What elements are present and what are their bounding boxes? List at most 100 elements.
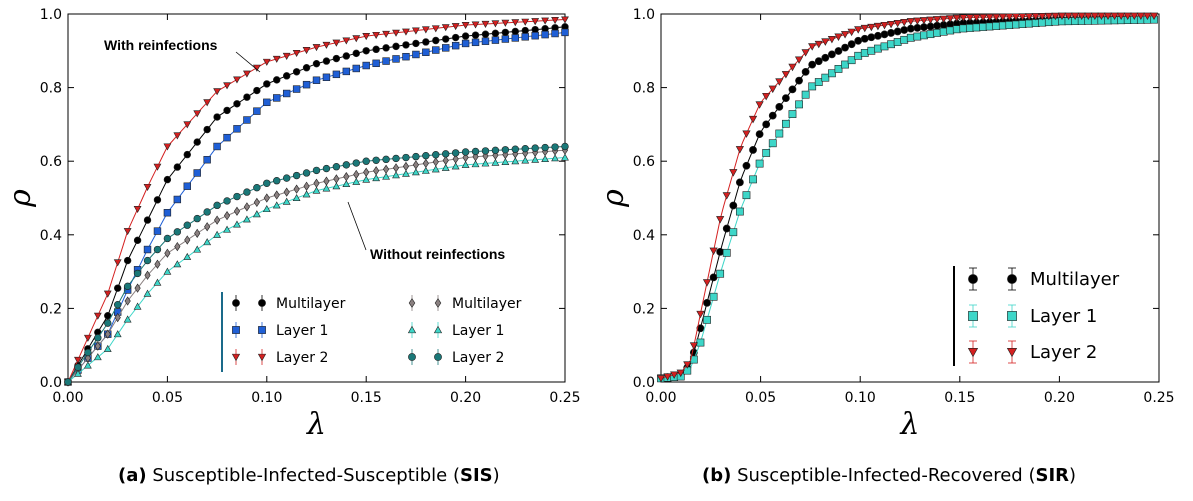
data-point [874, 44, 882, 53]
legend-label: Layer 2 [1030, 342, 1097, 363]
data-point [421, 166, 430, 174]
data-point [322, 57, 331, 65]
data-point [471, 38, 480, 47]
data-point [1031, 19, 1040, 28]
data-point [143, 289, 152, 297]
caption-abbr: SIS [460, 465, 493, 486]
data-point [243, 188, 251, 196]
data-point [696, 338, 705, 347]
data-point [531, 155, 540, 163]
data-point [263, 193, 270, 203]
data-point [252, 64, 261, 72]
data-point [561, 16, 569, 24]
data-point [1123, 12, 1132, 21]
data-point [432, 151, 440, 159]
data-point [402, 41, 410, 49]
data-point [431, 165, 440, 173]
data-point [762, 92, 771, 101]
data-point [223, 211, 231, 221]
data-point [451, 162, 460, 170]
data-point [521, 156, 530, 164]
data-point [203, 99, 212, 107]
data-point [243, 93, 251, 101]
data-point [755, 101, 764, 109]
data-point [551, 154, 559, 162]
data-point [676, 369, 685, 378]
data-point [253, 183, 261, 192]
y-tick-label: 0.8 [40, 81, 62, 97]
data-point [392, 171, 400, 179]
data-point [133, 236, 142, 245]
data-point [1044, 12, 1053, 21]
data-point [900, 19, 909, 27]
data-point [481, 159, 490, 167]
annotation-pointer [347, 201, 367, 251]
y-tick-label: 0.6 [633, 154, 655, 170]
data-point [920, 31, 928, 40]
x-tick-label: 0.15 [944, 390, 975, 406]
data-point [709, 292, 718, 301]
data-point [729, 169, 738, 177]
x-tick-label: 0.00 [645, 390, 676, 406]
data-point [243, 215, 251, 223]
data-point [352, 35, 361, 43]
data-point [521, 26, 529, 35]
data-point [521, 18, 530, 26]
x-tick-label: 0.00 [52, 390, 83, 406]
data-point [94, 334, 102, 342]
data-point [481, 147, 490, 155]
data-point [402, 161, 410, 171]
data-point [432, 36, 440, 45]
data-point [352, 64, 360, 73]
data-point [461, 39, 470, 48]
data-point [203, 208, 211, 216]
caption-sir: (b) Susceptible-Infected-Recovered (SIR) [702, 465, 1076, 486]
data-point [1090, 12, 1099, 21]
data-point [722, 248, 731, 257]
data-point [113, 330, 122, 338]
data-point [491, 146, 500, 155]
data-point [252, 210, 261, 218]
legend-marker [232, 299, 240, 307]
data-point [292, 68, 301, 76]
data-point [491, 20, 500, 28]
data-point [1025, 13, 1034, 21]
data-point [561, 28, 569, 37]
data-point [203, 238, 212, 246]
series-3 [656, 12, 1159, 383]
data-point [788, 85, 797, 94]
series-1 [64, 23, 569, 386]
data-point [1071, 12, 1080, 21]
chart-panel-sis: 0.00 0.05 0.10 0.15 0.20 0.25 0.0 0.2 0.4 0.6 0.8 1… [3, 7, 581, 442]
data-point [292, 193, 301, 202]
legend-marker [1006, 348, 1018, 358]
data-point [1110, 12, 1119, 21]
legend-marker [407, 325, 417, 334]
data-point [1103, 12, 1113, 21]
data-point [781, 119, 790, 128]
data-point [860, 49, 869, 57]
data-point [670, 371, 679, 379]
data-point [531, 144, 539, 152]
legend: Multilayer Layer 1 Layer 2 [953, 266, 1120, 366]
data-point [985, 13, 994, 22]
data-point [332, 54, 341, 63]
data-point [133, 302, 142, 310]
data-point [263, 98, 271, 107]
data-point [422, 38, 430, 46]
caption-sis: (a) Susceptible-Infected-Susceptible (SI… [118, 465, 500, 486]
data-point [183, 221, 191, 229]
data-point [93, 353, 102, 361]
data-point [854, 26, 863, 34]
data-point [213, 201, 221, 210]
legend-marker [433, 325, 443, 334]
data-point [551, 143, 559, 151]
data-point [143, 183, 152, 191]
data-point [262, 58, 271, 66]
data-point [814, 57, 823, 66]
data-point [243, 116, 251, 124]
data-point [749, 175, 757, 184]
data-point [431, 25, 440, 33]
data-point [491, 36, 500, 44]
data-point [103, 290, 112, 298]
